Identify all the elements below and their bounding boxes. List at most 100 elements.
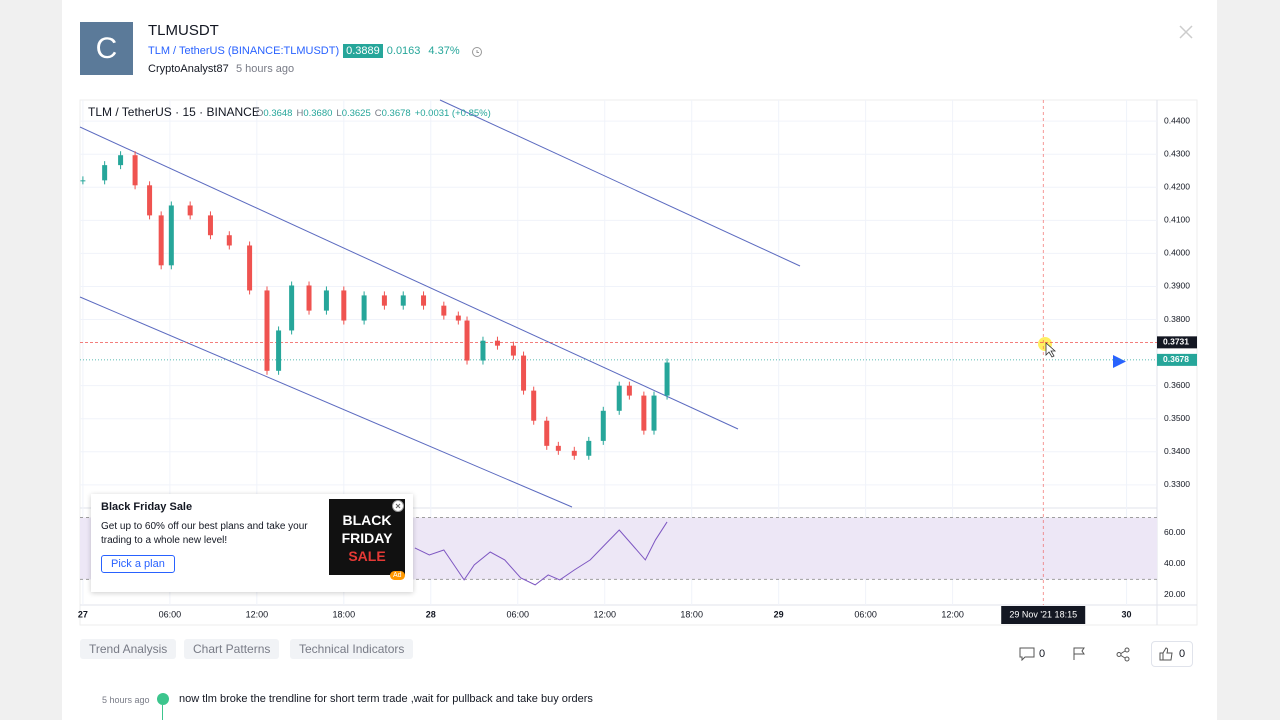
candle [247,245,253,291]
x-tick-label: 18:00 [680,609,703,619]
legend-ohlc: O0.3648 H0.3680 L0.3625 C0.3678 +0.0031 (+0.… [256,108,491,119]
like-count: 0 [1179,648,1186,660]
y-tick-label: 60.00 [1164,527,1186,537]
candle [381,295,387,306]
x-tick-label: 29 [774,609,784,619]
y-tick-label: 0.4400 [1164,115,1190,125]
rsi-line [414,521,668,586]
ad-image[interactable]: BLACK FRIDAY SALE [329,499,405,575]
ad-popup: Black Friday Sale Get up to 60% off our … [91,494,413,592]
price-marker [1157,353,1197,366]
candle [616,385,622,411]
close-button[interactable] [1178,24,1194,40]
author[interactable]: CryptoAnalyst87 [148,63,229,75]
candle [480,340,486,361]
y-tick-label: 20.00 [1164,589,1186,599]
y-tick-label: 0.3500 [1164,413,1190,423]
crosshair-label: 29 Nov '21 18:15 [1009,609,1077,619]
y-tick-label: 0.4000 [1164,248,1190,258]
ad-close[interactable] [392,500,404,512]
candle [276,330,282,371]
y-tick-label: 0.3800 [1164,314,1190,324]
candle [600,410,606,441]
x-tick-label: 27 [78,609,88,619]
candle [102,165,108,181]
play-button[interactable] [1113,355,1126,368]
candle [207,215,213,236]
change-pct: 4.37% [428,45,460,57]
tag[interactable]: Technical Indicators [290,639,414,659]
channel-upper [439,99,801,267]
candle [651,395,657,431]
price-badge: 0.3889 [343,44,383,58]
ohlc-value: 0.3680 [303,108,332,119]
cursor [1045,342,1057,358]
candle [306,285,312,311]
y-tick-label: 0.4300 [1164,148,1190,158]
y-tick-label: 0.3900 [1164,281,1190,291]
alarm-icon[interactable] [470,44,484,58]
candle [147,185,153,216]
price-marker-label: 0.3678 [1163,354,1189,364]
ohlc-label: H [296,108,303,119]
post-time: 5 hours ago [236,63,295,75]
x-tick-label: 30 [1122,609,1132,619]
candle [168,205,174,266]
candle [289,285,295,331]
ad-badge: Ad [390,571,405,580]
comment-time: 5 hours ago [102,695,150,705]
idea-title: TLMUSDT [148,22,219,39]
candle [400,295,406,306]
ohlc-change: +0.0031 (+0.85%) [415,108,491,119]
crosshair-label-bg [1001,606,1086,624]
y-tick-label: 0.3300 [1164,479,1190,489]
candle [80,180,86,182]
share-icon[interactable] [1116,647,1131,662]
comment-count: 0 [1039,648,1046,660]
ad-image-line: SALE [348,548,386,564]
x-tick-label: 18:00 [333,609,356,619]
ad-image-line: FRIDAY [341,530,393,546]
comment-icon[interactable] [1019,647,1035,661]
tag[interactable]: Chart Patterns [184,639,280,659]
ad-button[interactable]: Pick a plan [101,555,175,573]
candle [187,205,193,216]
candle [555,445,561,451]
avatar[interactable]: C [80,22,133,75]
candle [571,450,577,456]
like-button[interactable]: 0 [1151,641,1193,667]
y-tick-label: 0.4200 [1164,182,1190,192]
symbol-row: TLM / TetherUS (BINANCE:TLMUSDT) 0.3889 … [148,44,484,58]
candle [544,420,550,446]
ad-text: Get up to 60% off our best plans and tak… [101,521,308,546]
price-marker-label: 0.3731 [1163,337,1189,347]
x-tick-label: 12:00 [941,609,964,619]
candle [323,290,329,311]
candle [264,290,270,371]
trendlines [79,99,801,508]
grid [80,100,1157,605]
flag-icon[interactable] [1072,647,1086,661]
ohlc-label: O [256,108,263,119]
status-dot [157,693,169,705]
candle [118,155,124,166]
y-tick-label: 40.00 [1164,558,1186,568]
y-tick-label: 0.3600 [1164,380,1190,390]
candle [626,385,632,396]
y-tick-label: 0.3400 [1164,446,1190,456]
ohlc-label: C [375,108,382,119]
y-tick-label: 0.4100 [1164,215,1190,225]
symbol[interactable]: TLM / TetherUS (BINANCE:TLMUSDT) [148,45,340,57]
ohlc-value: 0.3648 [263,108,292,119]
timeline [162,705,163,720]
x-tick-label: 06:00 [159,609,182,619]
comment-text: now tlm broke the trendline for short te… [179,693,593,705]
candle [226,235,232,246]
tag[interactable]: Trend Analysis [80,639,177,659]
change: 0.0163 [386,45,421,57]
candle [494,340,500,346]
candle [641,395,647,431]
candle [531,390,537,421]
